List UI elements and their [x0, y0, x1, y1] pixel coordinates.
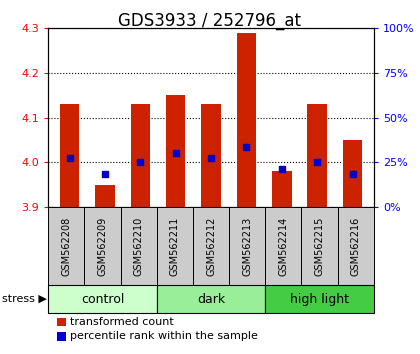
Text: control: control: [81, 293, 124, 306]
Bar: [166, 95, 185, 207]
Text: GSM562209: GSM562209: [97, 216, 108, 276]
Text: GSM562208: GSM562208: [61, 216, 71, 276]
Text: GSM562213: GSM562213: [242, 216, 252, 276]
Bar: [131, 104, 150, 207]
Text: GSM562214: GSM562214: [278, 216, 289, 276]
Bar: [201, 104, 221, 207]
Bar: [237, 33, 256, 207]
Bar: [95, 185, 115, 207]
Text: high light: high light: [290, 293, 349, 306]
Bar: [272, 171, 291, 207]
Bar: [307, 104, 327, 207]
Text: GSM562211: GSM562211: [170, 216, 180, 276]
Text: stress ▶: stress ▶: [2, 294, 47, 304]
Text: dark: dark: [197, 293, 225, 306]
Text: GSM562216: GSM562216: [351, 216, 361, 276]
Text: percentile rank within the sample: percentile rank within the sample: [70, 331, 258, 341]
Text: transformed count: transformed count: [70, 317, 174, 327]
Bar: [60, 104, 79, 207]
Text: GSM562215: GSM562215: [315, 216, 325, 276]
Bar: [343, 140, 362, 207]
Text: GSM562210: GSM562210: [134, 216, 144, 276]
Text: GDS3933 / 252796_at: GDS3933 / 252796_at: [118, 12, 302, 30]
Text: GSM562212: GSM562212: [206, 216, 216, 276]
